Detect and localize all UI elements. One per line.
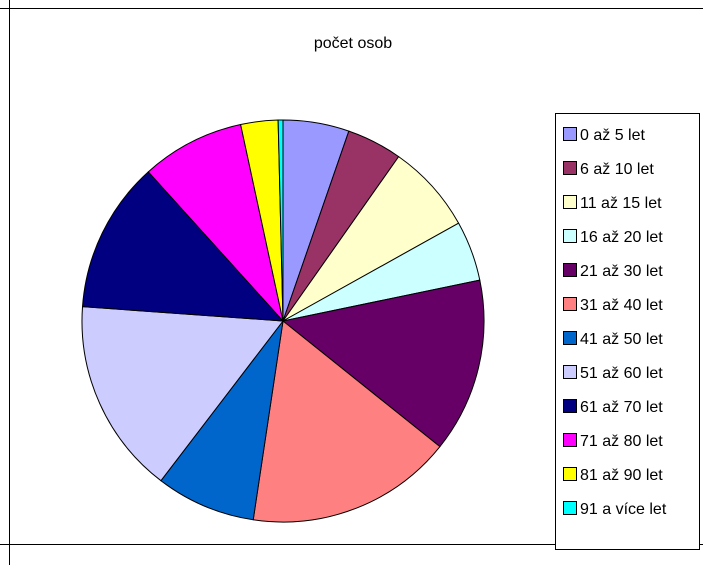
legend-swatch-2 xyxy=(563,161,577,175)
pie-slices xyxy=(81,119,485,523)
legend-label-3: 11 až 15 let xyxy=(580,195,662,212)
legend-box xyxy=(555,113,700,550)
pie-slice-10 xyxy=(147,124,284,322)
legend-label-11: 81 až 90 let xyxy=(580,467,663,484)
chart-title: počet osob xyxy=(314,35,392,52)
legend-swatch-1 xyxy=(563,127,577,141)
legend-label-10: 71 až 80 let xyxy=(580,433,663,450)
pie-slice-7 xyxy=(160,320,284,521)
legend-label-5: 21 až 30 let xyxy=(580,263,663,280)
legend-label-12: 91 a více let xyxy=(580,501,667,518)
pie-slice-12 xyxy=(277,119,284,322)
pie-slice-5 xyxy=(282,279,485,448)
legend-swatch-10 xyxy=(563,433,577,447)
legend-label-7: 41 až 50 let xyxy=(580,331,663,348)
pie-slice-8 xyxy=(81,306,284,482)
legend: 0 až 5 let 6 až 10 let 11 až 15 let 16 až 2… xyxy=(563,127,667,518)
pie-slice-6 xyxy=(252,320,441,523)
legend-label-8: 51 až 60 let xyxy=(580,365,663,382)
legend-label-2: 6 až 10 let xyxy=(580,161,654,178)
legend-swatch-11 xyxy=(563,467,577,481)
legend-swatch-8 xyxy=(563,365,577,379)
legend-swatch-12 xyxy=(563,501,577,515)
legend-label-9: 61 až 70 let xyxy=(580,399,663,416)
legend-swatch-3 xyxy=(563,195,577,209)
legend-label-6: 31 až 40 let xyxy=(580,297,663,314)
legend-label-1: 0 až 5 let xyxy=(580,127,645,144)
pie-slice-9 xyxy=(82,171,284,322)
legend-swatch-6 xyxy=(563,297,577,311)
legend-swatch-5 xyxy=(563,263,577,277)
legend-label-4: 16 až 20 let xyxy=(580,229,663,246)
legend-swatch-4 xyxy=(563,229,577,243)
legend-swatch-9 xyxy=(563,399,577,413)
legend-swatch-7 xyxy=(563,331,577,345)
